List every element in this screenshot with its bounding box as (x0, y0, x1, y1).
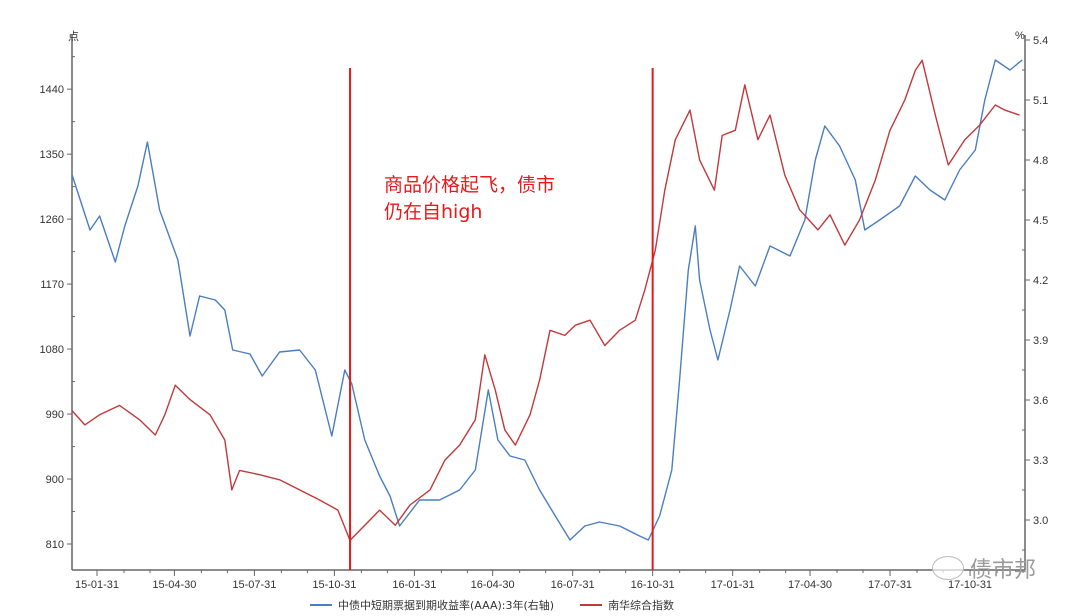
wechat-icon (932, 556, 964, 580)
left-tick-label: 990 (46, 409, 64, 421)
left-tick-label: 1440 (40, 84, 64, 96)
x-tick-label: 17-10-31 (948, 579, 992, 591)
x-tick-label: 16-04-30 (471, 579, 515, 591)
left-axis-unit: 点 (68, 30, 79, 43)
right-tick-label: 4.8 (1033, 155, 1048, 167)
left-tick-label: 1260 (40, 214, 64, 226)
watermark: 债市邦 (932, 552, 1036, 584)
x-tick-label: 16-07-31 (551, 579, 595, 591)
x-tick-label: 17-01-31 (711, 579, 755, 591)
x-tick-label: 15-10-31 (312, 579, 356, 591)
x-tick-label: 15-04-30 (152, 579, 196, 591)
legend-label-nanhua: 南华综合指数 (608, 599, 675, 612)
annotation-line-2: 仍在自high (384, 201, 483, 223)
left-tick-label: 900 (46, 474, 64, 486)
right-axis-unit: % (1015, 30, 1025, 42)
x-tick-label: 17-07-31 (868, 579, 912, 591)
right-tick-label: 5.4 (1033, 35, 1048, 47)
series-line-nanhua (71, 59, 1020, 542)
right-tick-label: 3.6 (1033, 395, 1048, 407)
right-tick-label: 3.3 (1033, 455, 1048, 467)
annotation-line-1: 商品价格起飞，债市 (384, 174, 556, 196)
right-tick-label: 3.9 (1033, 335, 1048, 347)
right-tick-label: 3.0 (1033, 515, 1048, 527)
legend-swatch-yield (310, 604, 332, 606)
legend: 中债中短期票据到期收益率(AAA):3年(右轴) 南华综合指数 (310, 597, 674, 613)
left-tick-label: 1170 (40, 279, 64, 291)
right-tick-label: 4.5 (1033, 215, 1048, 227)
x-tick-label: 17-04-30 (788, 579, 832, 591)
x-tick-label: 15-07-31 (232, 579, 276, 591)
legend-swatch-nanhua (580, 604, 603, 606)
legend-label-yield: 中债中短期票据到期收益率(AAA):3年(右轴) (338, 599, 555, 612)
series-line-yield (71, 59, 1023, 541)
x-tick-label: 16-10-31 (631, 579, 675, 591)
right-tick-label: 4.2 (1033, 275, 1048, 287)
x-tick-label: 16-01-31 (392, 579, 436, 591)
left-tick-label: 810 (46, 539, 64, 551)
watermark-text: 债市邦 (970, 558, 1037, 583)
x-tick-label: 15-01-31 (75, 579, 119, 591)
left-tick-label: 1350 (40, 149, 64, 161)
left-tick-label: 1080 (40, 344, 64, 356)
right-tick-label: 5.1 (1033, 95, 1048, 107)
annotation: 商品价格起飞，债市 仍在自high (384, 172, 555, 226)
